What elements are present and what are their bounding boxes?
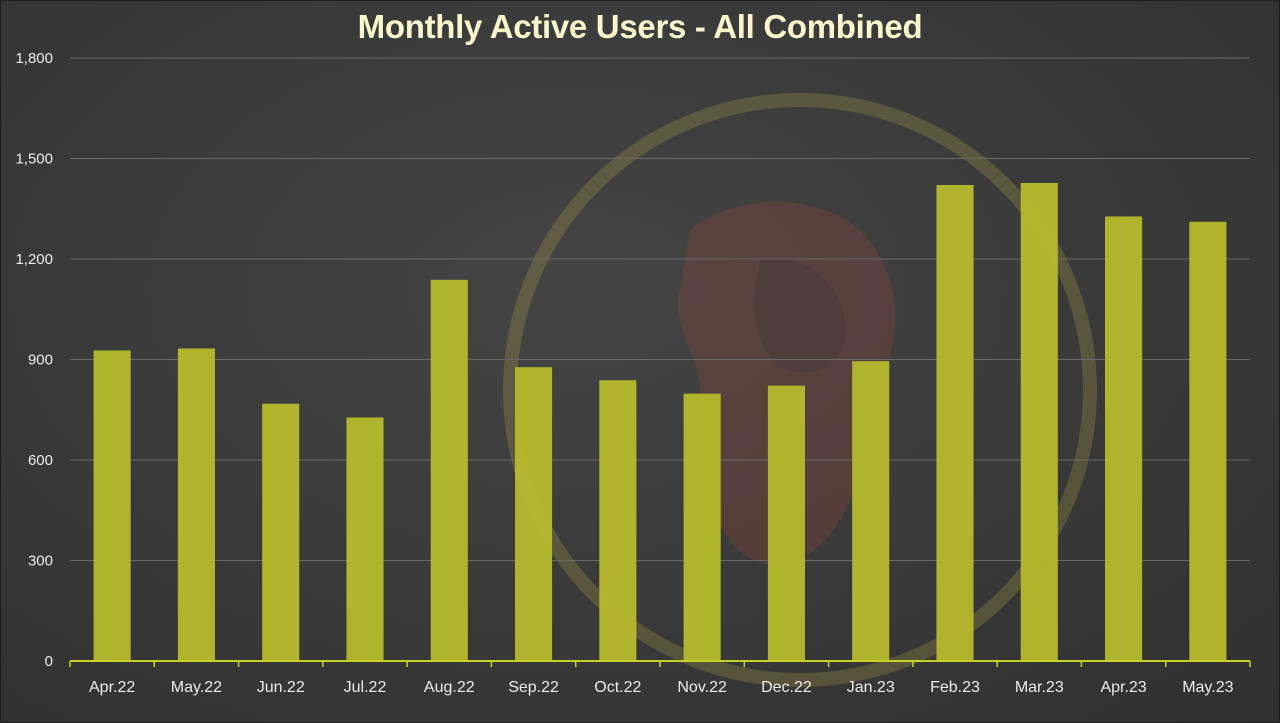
y-tick-label: 1,800 (15, 50, 53, 67)
bar (430, 279, 468, 661)
bars (93, 182, 1227, 661)
bar (767, 385, 805, 661)
bar (599, 380, 637, 661)
bar (1105, 216, 1143, 661)
y-tick-label: 900 (28, 352, 53, 369)
x-tick-label: Feb.23 (930, 679, 980, 696)
x-tick-label: Jan.23 (847, 679, 895, 696)
bar (1020, 182, 1058, 661)
bar (262, 403, 300, 661)
bar (936, 184, 974, 661)
bar (1189, 221, 1227, 661)
bar (515, 367, 553, 661)
y-tick-label: 300 (28, 553, 53, 570)
x-tick-label: Aug.22 (424, 679, 475, 696)
y-tick-label: 1,200 (15, 251, 53, 268)
x-tick-label: Jul.22 (344, 679, 387, 696)
x-tick-label: May.22 (171, 679, 222, 696)
bar (177, 348, 215, 661)
x-tick-label: Sep.22 (508, 679, 559, 696)
x-tick-label: May.23 (1182, 679, 1233, 696)
bar (93, 350, 131, 661)
x-tick-label: Mar.23 (1015, 679, 1064, 696)
x-tick-label: Oct.22 (594, 679, 641, 696)
y-axis-ticks: 0 300 600 900 1,200 1,500 1,800 (15, 50, 53, 670)
y-tick-label: 1,500 (15, 151, 53, 168)
bar (346, 417, 384, 661)
x-axis (69, 660, 1251, 667)
x-axis-ticks: Apr.22 May.22 Jun.22 Jul.22 Aug.22 Sep.22 Oct.… (89, 679, 1234, 696)
x-tick-label: Apr.23 (1100, 679, 1146, 696)
x-tick-label: Jun.22 (257, 679, 305, 696)
x-tick-label: Dec.22 (761, 679, 812, 696)
x-tick-label: Nov.22 (677, 679, 727, 696)
chart-title: Monthly Active Users - All Combined (357, 8, 923, 45)
bar (852, 361, 890, 661)
lion-watermark-icon (503, 93, 1097, 687)
y-tick-label: 600 (28, 452, 53, 469)
x-tick-label: Apr.22 (89, 679, 135, 696)
y-tick-label: 0 (45, 653, 53, 670)
bar (683, 393, 721, 661)
